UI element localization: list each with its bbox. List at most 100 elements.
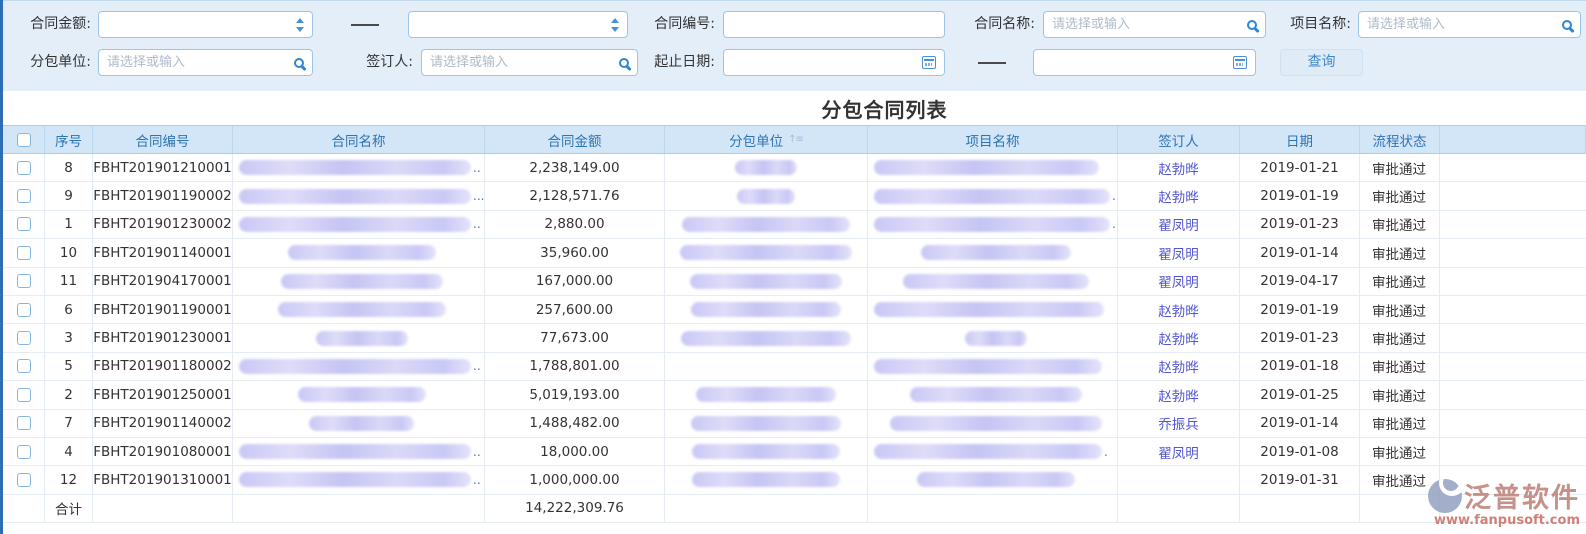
row-checkbox-cell	[3, 210, 45, 239]
sort-icon[interactable]: ↑≡	[788, 134, 804, 145]
signer-link-cell[interactable]: 赵勃晔	[1118, 182, 1240, 210]
redacted-text	[696, 387, 836, 403]
redacted-text	[874, 160, 1099, 176]
unit-input[interactable]	[107, 55, 289, 70]
contract-name-cell	[233, 267, 485, 295]
project-name-cell: .	[868, 437, 1118, 466]
subcontract-table: 序号 合同编号 合同名称 合同金额 分包单位 ↑≡ 项目名称 签订人 日期 流程状…	[3, 125, 1586, 524]
row-checkbox[interactable]	[16, 444, 31, 459]
table-header-row: 序号 合同编号 合同名称 合同金额 分包单位 ↑≡ 项目名称 签订人 日期 流程状…	[3, 125, 1586, 154]
amount-label: 合同金额:	[30, 16, 91, 32]
row-checkbox-cell	[3, 466, 45, 494]
table-row: 10 FBHT201901140001 35,960.00 翟凤明 2019-01-14…	[3, 239, 1586, 268]
total-amount: 14,222,309.76	[485, 494, 665, 523]
contract-amount-cell: 2,238,149.00	[485, 154, 665, 182]
row-number-cell: 5	[45, 352, 93, 381]
date-cell: 2019-04-17	[1240, 267, 1360, 295]
row-checkbox[interactable]	[16, 472, 31, 487]
search-icon[interactable]	[1562, 19, 1572, 30]
contract-amount-cell: 1,788,801.00	[485, 352, 665, 381]
project-name-cell	[868, 324, 1118, 352]
row-checkbox[interactable]	[16, 189, 31, 204]
search-icon[interactable]	[619, 57, 629, 68]
signer-link-cell[interactable]: 翟凤明	[1118, 239, 1240, 267]
redacted-text	[239, 444, 471, 460]
calendar-icon[interactable]	[922, 56, 936, 69]
contract-code-cell: FBHT201901190002	[93, 182, 233, 210]
row-checkbox[interactable]	[16, 359, 31, 374]
redacted-text	[735, 160, 797, 176]
amount-from-input[interactable]	[107, 17, 292, 32]
status-cell: 审批通过	[1360, 295, 1440, 324]
status-cell: 审批通过	[1360, 267, 1440, 295]
signer-link-cell[interactable]: 赵勃晔	[1118, 154, 1240, 182]
row-number-cell: 10	[45, 239, 93, 267]
date-cell: 2019-01-14	[1240, 239, 1360, 267]
redacted-text	[277, 302, 446, 318]
project-name-cell	[868, 154, 1118, 182]
contract-name-cell	[233, 409, 485, 437]
table-row: 9FBHT201901190002...2,128,571.76...赵勃晔20…	[3, 182, 1586, 211]
calendar-icon[interactable]	[1233, 56, 1247, 69]
signer-field	[421, 49, 638, 76]
ellipsis: ..	[473, 472, 481, 487]
search-button[interactable]: 查询	[1280, 49, 1363, 76]
signer-link-cell[interactable]: 翟凤明	[1118, 267, 1240, 295]
spinner-icon[interactable]	[611, 17, 619, 32]
signer-input[interactable]	[430, 55, 614, 70]
redacted-text	[902, 273, 1089, 289]
status-cell: 审批通过	[1360, 154, 1440, 182]
signer-link-cell[interactable]: 翟凤明	[1118, 210, 1240, 239]
search-icon[interactable]	[294, 57, 304, 68]
contract-amount-cell: 2,880.00	[485, 210, 665, 239]
contract-name-cell	[233, 239, 485, 267]
row-checkbox[interactable]	[16, 387, 31, 402]
row-checkbox[interactable]	[16, 245, 31, 260]
row-checkbox[interactable]	[16, 416, 31, 431]
redacted-text	[916, 472, 1075, 488]
project-name-cell	[868, 409, 1118, 437]
signer-link-cell[interactable]: 乔振兵	[1118, 409, 1240, 437]
ellipsis: ...	[473, 189, 485, 204]
signer-link-cell[interactable]: 赵勃晔	[1118, 352, 1240, 381]
redacted-text	[692, 472, 840, 488]
contract-name-input[interactable]	[1052, 17, 1242, 32]
row-checkbox-cell	[3, 352, 45, 381]
project-name-cell	[868, 352, 1118, 381]
ellipsis: ..	[473, 160, 481, 175]
header-empty	[1440, 126, 1586, 153]
row-checkbox[interactable]	[16, 274, 31, 289]
status-cell: 审批通过	[1360, 381, 1440, 409]
table-row: 12 FBHT201901310001.. 1,000,000.00 2019-01-…	[3, 466, 1586, 495]
subcontract-unit-cell	[665, 210, 868, 239]
contract-code-cell: FBHT201901190001	[93, 295, 233, 324]
date-from-input[interactable]	[732, 55, 917, 70]
row-number-cell: 7	[45, 409, 93, 437]
redacted-text	[874, 188, 1110, 204]
signer-link-cell[interactable]: 翟凤明	[1118, 437, 1240, 466]
row-checkbox[interactable]	[16, 331, 31, 346]
signer-link-cell[interactable]: 赵勃晔	[1118, 295, 1240, 324]
date-cell: 2019-01-18	[1240, 352, 1360, 381]
row-checkbox[interactable]	[16, 302, 31, 317]
amount-to-input[interactable]	[417, 17, 607, 32]
search-icon[interactable]	[1247, 19, 1257, 30]
row-checkbox[interactable]	[16, 217, 31, 232]
redacted-text	[874, 302, 1104, 318]
select-all-checkbox[interactable]	[16, 132, 31, 147]
table-row: 6 FBHT201901190001 257,600.00 赵勃晔 2019-01-19…	[3, 295, 1586, 325]
signer-link-cell	[1118, 466, 1240, 494]
range-dash	[351, 24, 379, 26]
unit-label: 分包单位:	[30, 54, 91, 70]
signer-link-cell[interactable]: 赵勃晔	[1118, 324, 1240, 352]
ellipsis: ...	[1112, 217, 1117, 232]
spinner-icon[interactable]	[296, 17, 304, 32]
signer-link-cell[interactable]: 赵勃晔	[1118, 381, 1240, 409]
project-input[interactable]	[1367, 17, 1557, 32]
date-to-input[interactable]	[1042, 55, 1228, 70]
row-checkbox[interactable]	[16, 160, 31, 175]
subcontract-unit-cell	[665, 239, 868, 267]
date-cell: 2019-01-23	[1240, 210, 1360, 239]
redacted-text	[889, 415, 1102, 431]
code-input[interactable]	[732, 17, 936, 32]
